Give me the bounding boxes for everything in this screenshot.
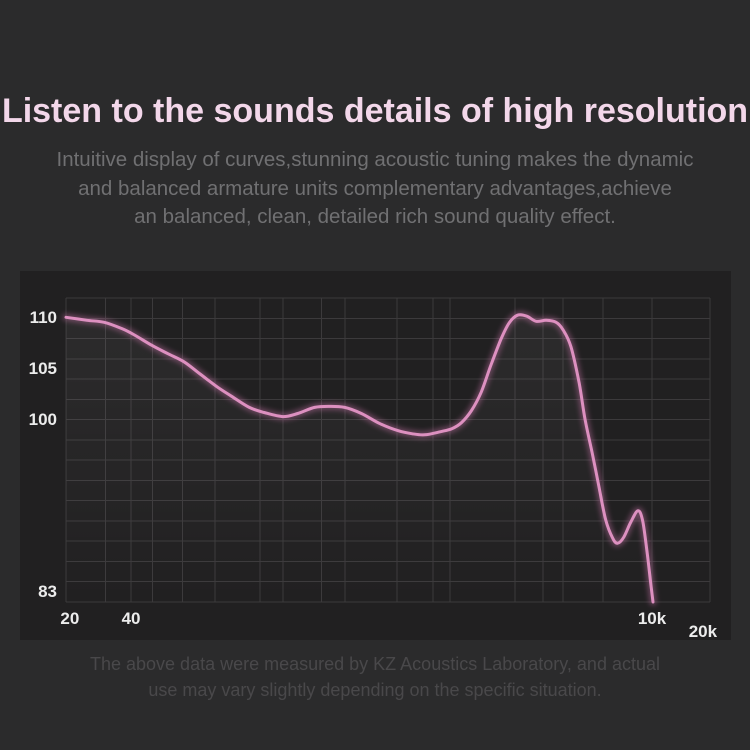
frequency-response-chart-panel: 110 105 100 83 20 40 10k 20k bbox=[20, 271, 731, 641]
y-tick-110: 110 bbox=[29, 308, 57, 328]
footer-line-2: use may vary slightly depending on the s… bbox=[148, 680, 602, 700]
y-tick-105: 105 bbox=[28, 358, 57, 378]
x-tick-40: 40 bbox=[121, 609, 141, 628]
page-title: Listen to the sounds details of high res… bbox=[1, 92, 749, 130]
subtitle-line-2: and balanced armature units complementar… bbox=[78, 176, 672, 200]
frequency-response-curve bbox=[62, 297, 711, 606]
footer-line-1: The above data were measured by KZ Acous… bbox=[90, 654, 660, 674]
y-tick-83: 83 bbox=[38, 581, 57, 601]
x-tick-20: 20 bbox=[60, 609, 80, 628]
x-tick-20k: 20k bbox=[688, 622, 718, 641]
subtitle-line-1: Intuitive display of curves,stunning aco… bbox=[56, 148, 694, 171]
subtitle-line-3: an balanced, clean, detailed rich sound … bbox=[134, 205, 616, 228]
footer-disclaimer: The above data were measured by KZ Acous… bbox=[0, 651, 750, 703]
plot-area: 110 105 100 83 20 40 10k 20k bbox=[29, 297, 717, 641]
x-tick-10k: 10k bbox=[637, 609, 667, 628]
curve-underfill bbox=[66, 314, 653, 602]
curve-line bbox=[64, 313, 655, 604]
y-tick-100: 100 bbox=[28, 409, 57, 429]
page-subtitle: Intuitive display of curves,stunning aco… bbox=[0, 146, 750, 232]
